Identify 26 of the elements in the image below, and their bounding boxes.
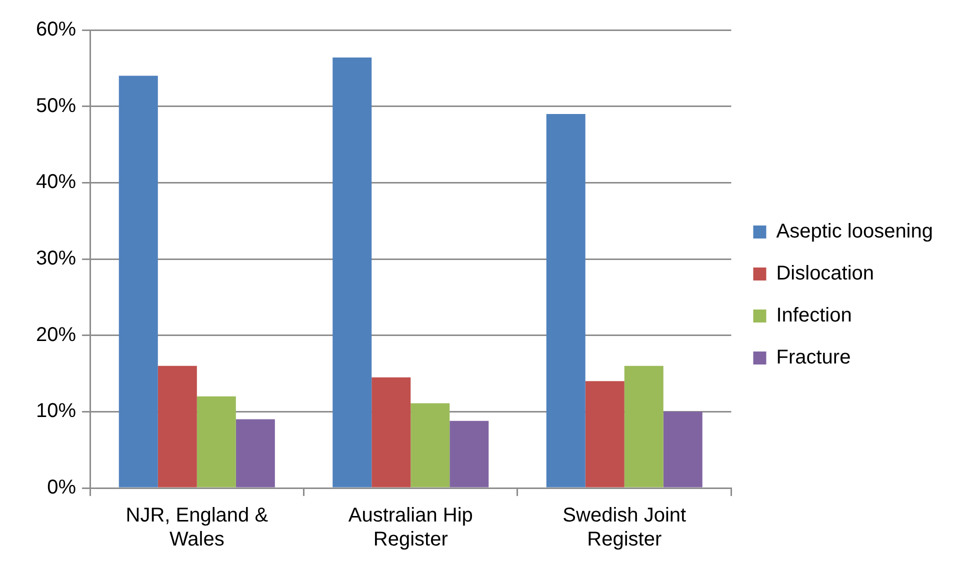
x-tick-label: Australian Hip Register: [348, 504, 473, 551]
legend-label: Infection: [776, 304, 852, 327]
x-tick-label: Swedish Joint Register: [562, 504, 687, 551]
legend-label: Aseptic loosening: [776, 220, 934, 243]
bar: [663, 412, 702, 488]
y-tick-label: 60%: [36, 18, 76, 41]
bar: [624, 366, 664, 488]
y-tick-label: 10%: [36, 400, 76, 422]
y-tick-label: 20%: [36, 324, 76, 346]
bar: [450, 420, 489, 488]
bar: [410, 403, 450, 488]
bar: [118, 76, 158, 488]
y-tick-label: 50%: [36, 94, 76, 117]
bar: [236, 419, 275, 488]
bar: [372, 377, 411, 488]
legend-label: Fracture: [776, 346, 851, 369]
y-tick-label: 30%: [36, 248, 76, 270]
bar: [332, 57, 372, 488]
bar: [546, 114, 586, 488]
legend-label: Dislocation: [776, 262, 874, 285]
x-tick-label: NJR, England & Wales: [126, 504, 269, 551]
bar: [158, 366, 197, 488]
y-tick-label: 40%: [36, 171, 76, 194]
bar: [585, 381, 624, 488]
bar: [196, 396, 236, 488]
y-tick-label: 0%: [47, 476, 76, 499]
